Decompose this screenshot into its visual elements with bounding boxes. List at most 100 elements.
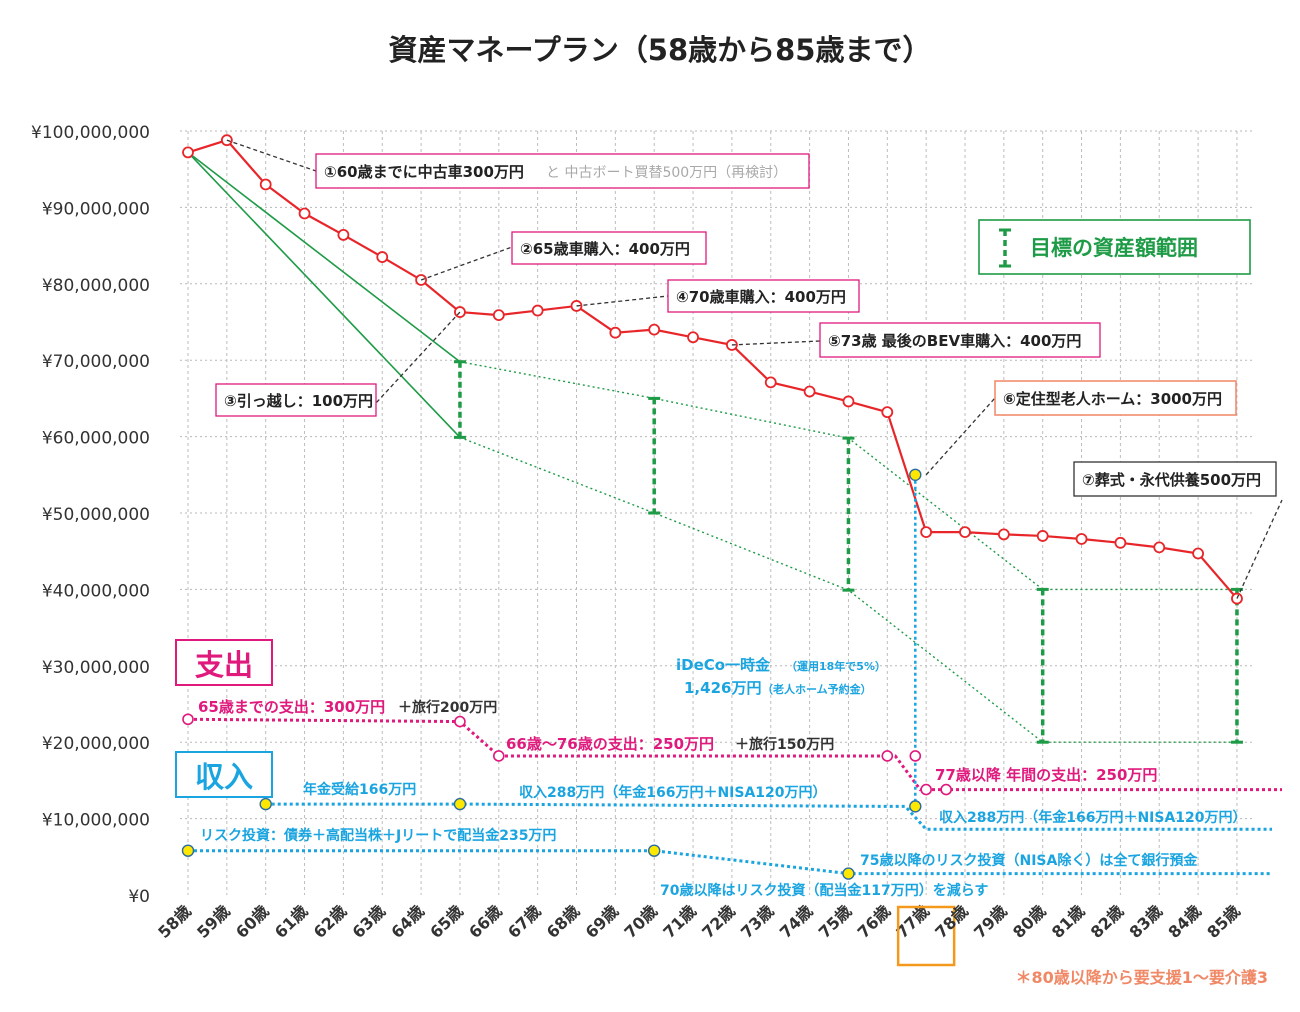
leader-4 <box>576 295 669 307</box>
annotation-text: ③引っ越し：100万円 <box>224 392 373 410</box>
asset-point <box>1114 536 1127 549</box>
leader-2 <box>420 246 513 281</box>
asset-point <box>492 309 505 322</box>
target-range-band <box>187 151 1243 744</box>
income-note-pension: 年金受給166万円 <box>303 781 416 798</box>
income-line <box>265 802 1272 831</box>
ideco-note-1: iDeCo一時金 <box>676 656 771 674</box>
leader-5 <box>731 340 821 346</box>
asset-point <box>1192 547 1204 560</box>
annotation-box <box>1073 461 1277 497</box>
asset-point <box>842 395 855 408</box>
y-tick-label: ¥20,000,000 <box>42 734 150 754</box>
annotation-box <box>315 153 810 189</box>
asset-point <box>1036 530 1049 542</box>
annotation-text: ⑥定住型老人ホーム：3000万円 <box>1003 390 1222 408</box>
asset-point <box>997 528 1010 541</box>
annotation-text: ②65歳車購入：400万円 <box>520 240 690 258</box>
leader-1 <box>226 139 317 172</box>
income-point <box>909 468 922 481</box>
expense-point <box>920 783 932 796</box>
y-tick-label: ¥10,000,000 <box>42 811 150 831</box>
leader-6 <box>925 397 996 476</box>
target-upper-start <box>187 151 461 363</box>
expense-note-2-extra: ＋旅行150万円 <box>735 736 834 753</box>
income-label-box <box>175 751 273 798</box>
chart-title: 資産マネープラン（58歳から85歳まで） <box>389 33 932 67</box>
annotation-text: ④70歳車購入：400万円 <box>676 288 846 306</box>
asset-series <box>182 134 1243 605</box>
expense-point <box>454 715 466 728</box>
y-tick-label: ¥80,000,000 <box>42 276 150 296</box>
footnote: ＊80歳以降から要支援1〜要介護3 <box>1015 968 1268 987</box>
asset-point <box>959 526 971 538</box>
annotation-text: ①60歳までに中古車300万円 <box>324 163 524 181</box>
asset-point <box>376 251 389 263</box>
income-point <box>453 797 467 811</box>
legend-label: 目標の資産額範囲 <box>1030 236 1198 260</box>
annotation-text: ⑦葬式・永代供養500万円 <box>1082 471 1261 489</box>
asset-point <box>531 304 544 317</box>
y-tick-label: ¥40,000,000 <box>42 581 150 601</box>
ideco-note-1s: （運用18年で5%） <box>786 659 886 673</box>
asset-point <box>337 229 350 241</box>
annotation-text-note: と 中古ボート買替500万円（再検討） <box>546 165 787 181</box>
asset-point <box>609 326 622 339</box>
y-axis: ¥0 ¥10,000,000 ¥20,000,000 ¥30,000,000 ¥40,0… <box>31 123 150 907</box>
y-tick-label: ¥60,000,000 <box>42 429 150 449</box>
asset-point <box>648 323 661 336</box>
asset-point <box>1153 541 1166 554</box>
ideco-note-2: 1,426万円 <box>684 679 761 697</box>
income-note-risk70: 70歳以降はリスク投資（配当金117万円）を減らす <box>660 882 988 899</box>
asset-point <box>920 526 933 538</box>
asset-point <box>687 331 699 344</box>
y-tick-label: ¥90,000,000 <box>42 199 150 219</box>
income-point <box>842 867 855 880</box>
income-point <box>259 797 272 811</box>
expense-note-1-extra: ＋旅行200万円 <box>398 699 497 716</box>
ideco-note-2s: （老人ホーム予約金） <box>762 682 872 696</box>
highlight-frame <box>896 905 956 967</box>
expense-point-77b <box>940 783 952 796</box>
y-tick-label: ¥30,000,000 <box>42 658 150 678</box>
income-label: 収入 <box>195 760 253 794</box>
annotation-box <box>511 231 707 265</box>
asset-point <box>881 406 894 419</box>
expense-label-box <box>175 639 273 686</box>
annotation-box <box>215 383 377 417</box>
expense-point <box>182 713 194 726</box>
annotation-box <box>819 322 1101 358</box>
legend-box <box>978 219 1251 275</box>
annotation-box <box>667 279 860 313</box>
annotation-text: ⑤73歳 最後のBEV車購入：400万円 <box>828 332 1081 350</box>
expense-label: 支出 <box>195 648 253 682</box>
income-note-2: 収入288万円（年金166万円＋NISA120万円） <box>939 809 1247 826</box>
income-note-1: 収入288万円（年金166万円＋NISA120万円） <box>519 784 827 801</box>
expense-note-3: 77歳以降 年間の支出：250万円 <box>935 766 1157 784</box>
asset-point <box>259 178 272 191</box>
income-point <box>648 844 661 857</box>
income-point <box>909 800 922 813</box>
y-tick-label: ¥0 <box>128 887 150 907</box>
y-tick-label: ¥100,000,000 <box>31 123 150 143</box>
expense-note-1: 65歳までの支出：300万円 <box>198 698 385 716</box>
asset-point <box>298 207 311 220</box>
asset-point <box>764 376 777 389</box>
asset-point <box>803 385 816 398</box>
annotation-box-accent <box>994 380 1237 416</box>
annotations: ①60歳までに中古車300万円 と 中古ボート買替500万円（再検討） ②65歳車… <box>215 139 1283 599</box>
income-note-bank75: 75歳以降のリスク投資（NISA除く）は全て銀行預金 <box>860 852 1198 869</box>
income-point <box>181 844 195 857</box>
target-legend: 目標の資産額範囲 <box>978 219 1251 275</box>
y-tick-label: ¥50,000,000 <box>42 505 150 525</box>
expense-note-2: 66歳〜76歳の支出：250万円 <box>506 735 714 753</box>
expense-point <box>881 750 894 762</box>
expense-point-77 <box>909 750 922 762</box>
target-lower-start <box>187 151 461 438</box>
expense-point <box>492 750 505 762</box>
asset-line <box>187 138 1238 600</box>
y-tick-label: ¥70,000,000 <box>42 352 150 372</box>
income-note-risk: リスク投資：債券＋高配当株＋Jリートで配当金235万円 <box>200 827 556 844</box>
